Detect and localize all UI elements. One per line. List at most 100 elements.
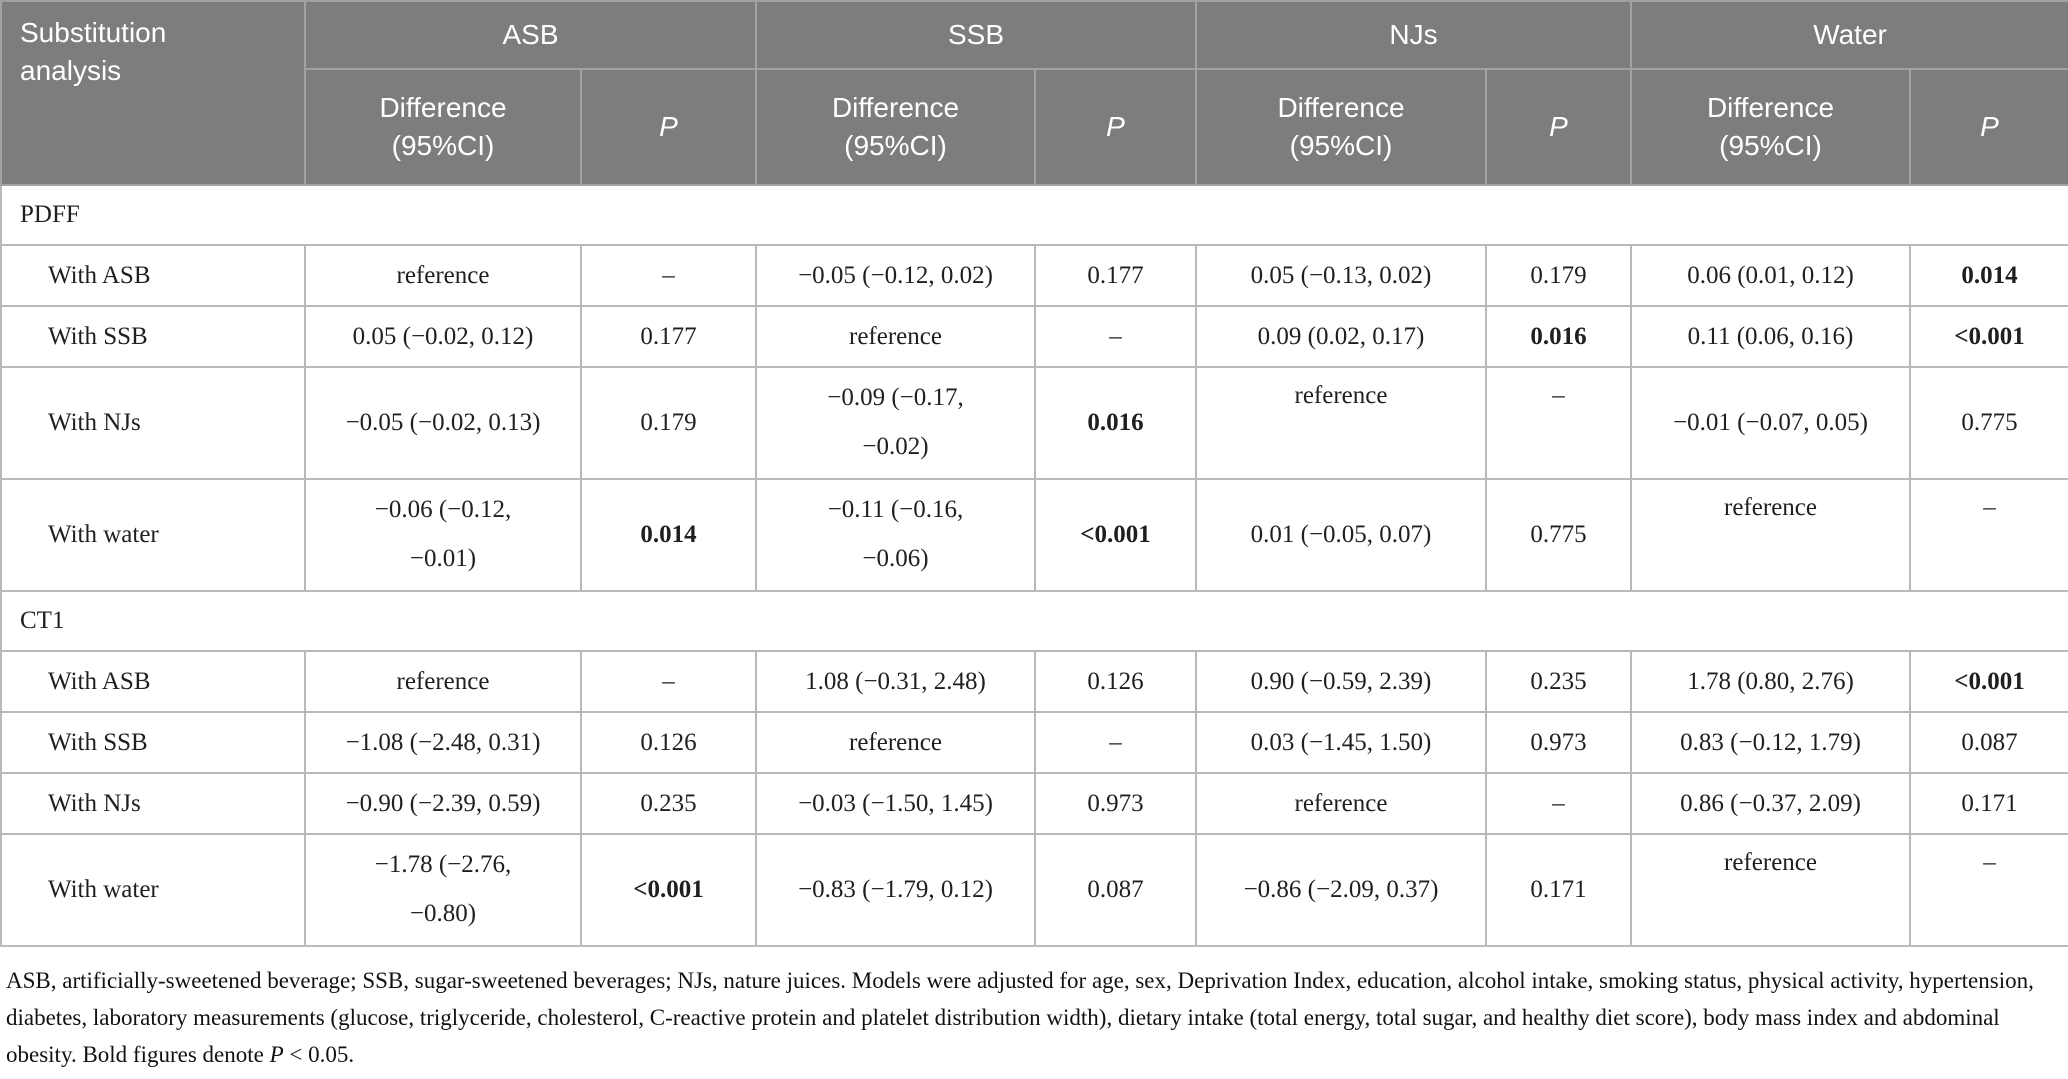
row-label: With water xyxy=(0,478,306,592)
p-value-cell: – xyxy=(1909,833,2068,947)
data-row: With SSB −1.08 (−2.48, 0.31) 0.126 referenc… xyxy=(0,711,2068,774)
difference-header-water: Difference (95%CI) xyxy=(1630,68,1912,186)
difference-cell: 1.08 (−0.31, 2.48) xyxy=(755,650,1036,713)
difference-cell: −1.78 (−2.76, −0.80) xyxy=(304,833,582,947)
p-value-cell: 0.775 xyxy=(1484,478,1633,592)
p-value-cell: 0.775 xyxy=(1909,366,2068,480)
p-value-cell: 0.014 xyxy=(580,478,757,592)
row-label: With SSB xyxy=(0,305,306,368)
section-row: PDFF xyxy=(0,184,2068,246)
difference-cell: 0.01 (−0.05, 0.07) xyxy=(1195,478,1487,592)
group-header-water: Water xyxy=(1630,0,2068,70)
data-row: With ASB reference – −0.05 (−0.12, 0.02) 0.1… xyxy=(0,244,2068,307)
difference-cell: reference xyxy=(755,305,1036,368)
p-value-cell: 0.177 xyxy=(580,305,757,368)
difference-cell: 0.83 (−0.12, 1.79) xyxy=(1630,711,1912,774)
difference-cell: −0.86 (−2.09, 0.37) xyxy=(1195,833,1487,947)
row-label: With ASB xyxy=(0,244,306,307)
row-label: With water xyxy=(0,833,306,947)
difference-cell: 0.05 (−0.13, 0.02) xyxy=(1195,244,1487,307)
group-header-asb: ASB xyxy=(304,0,757,70)
difference-cell: −0.11 (−0.16, −0.06) xyxy=(755,478,1036,592)
p-header-asb: P xyxy=(580,68,757,186)
p-value-cell: 0.016 xyxy=(1034,366,1197,480)
p-value-cell: 0.179 xyxy=(1484,244,1633,307)
difference-header-njs: Difference (95%CI) xyxy=(1195,68,1487,186)
p-value-cell: – xyxy=(1034,305,1197,368)
p-value-cell: 0.016 xyxy=(1484,305,1633,368)
p-value-cell: – xyxy=(1909,478,2068,592)
row-label: With NJs xyxy=(0,366,306,480)
data-row: With NJs −0.05 (−0.02, 0.13) 0.179 −0.09 (−… xyxy=(0,366,2068,480)
p-header-water: P xyxy=(1909,68,2068,186)
p-value-cell: – xyxy=(580,650,757,713)
row-label: With SSB xyxy=(0,711,306,774)
group-header-njs: NJs xyxy=(1194,0,1633,70)
p-value-cell: 0.171 xyxy=(1909,772,2068,835)
difference-cell: −1.08 (−2.48, 0.31) xyxy=(304,711,582,774)
difference-cell: 0.86 (−0.37, 2.09) xyxy=(1630,772,1912,835)
table-body: PDFF With ASB reference – −0.05 (−0.12, 0.02… xyxy=(0,184,2068,947)
difference-cell: 0.90 (−0.59, 2.39) xyxy=(1195,650,1487,713)
p-value-cell: – xyxy=(1484,772,1633,835)
difference-cell: −0.09 (−0.17, −0.02) xyxy=(755,366,1036,480)
difference-cell: reference xyxy=(1195,772,1487,835)
p-value-cell: 0.179 xyxy=(580,366,757,480)
difference-cell: 0.11 (0.06, 0.16) xyxy=(1630,305,1912,368)
substitution-analysis-table: Substitution analysis ASB SSB NJs Water … xyxy=(0,0,2068,947)
p-value-cell: – xyxy=(1034,711,1197,774)
difference-cell: 0.05 (−0.02, 0.12) xyxy=(304,305,582,368)
sub-header-row: Difference (95%CI) P Difference (95%CI) … xyxy=(1,68,2068,186)
p-value-cell: <0.001 xyxy=(1909,650,2068,713)
data-row: With ASB reference –1.08 (−0.31, 2.48) 0.12… xyxy=(0,650,2068,713)
difference-cell: reference xyxy=(304,650,582,713)
difference-cell: 0.09 (0.02, 0.17) xyxy=(1195,305,1487,368)
footnote-text: < 0.05. xyxy=(283,1041,355,1067)
p-value-cell: 0.973 xyxy=(1484,711,1633,774)
difference-header-ssb: Difference (95%CI) xyxy=(755,68,1036,186)
difference-cell: 1.78 (0.80, 2.76) xyxy=(1630,650,1912,713)
table-footnote: ASB, artificially-sweetened beverage; SS… xyxy=(6,963,2060,1073)
footnote-p-italic: P xyxy=(269,1041,284,1067)
p-value-cell: 0.177 xyxy=(1034,244,1197,307)
corner-header: Substitution analysis xyxy=(0,0,306,186)
difference-cell: 0.03 (−1.45, 1.50) xyxy=(1195,711,1487,774)
data-row: With water −0.06 (−0.12, −0.01) 0.014 −0.11… xyxy=(0,478,2068,592)
difference-cell: −0.01 (−0.07, 0.05) xyxy=(1630,366,1912,480)
p-value-cell: 0.235 xyxy=(580,772,757,835)
p-value-cell: 0.126 xyxy=(1034,650,1197,713)
p-header-njs: P xyxy=(1484,68,1633,186)
row-label: With ASB xyxy=(0,650,306,713)
p-value-cell: 0.126 xyxy=(580,711,757,774)
difference-cell: reference xyxy=(304,244,582,307)
difference-header-asb: Difference (95%CI) xyxy=(304,68,582,186)
difference-cell: −0.05 (−0.02, 0.13) xyxy=(304,366,582,480)
p-header-ssb: P xyxy=(1034,68,1197,186)
difference-cell: −0.90 (−2.39, 0.59) xyxy=(304,772,582,835)
table-header: Substitution analysis ASB SSB NJs Water … xyxy=(0,0,2068,186)
section-label: PDFF xyxy=(0,184,2068,246)
p-value-cell: <0.001 xyxy=(1909,305,2068,368)
difference-cell: −0.03 (−1.50, 1.45) xyxy=(755,772,1036,835)
data-row: With water −1.78 (−2.76, −0.80) <0.001 −0.8… xyxy=(0,833,2068,947)
p-value-cell: 0.014 xyxy=(1909,244,2068,307)
row-label: With NJs xyxy=(0,772,306,835)
section-label: CT1 xyxy=(0,590,2068,652)
p-value-cell: 0.087 xyxy=(1034,833,1197,947)
difference-cell: 0.06 (0.01, 0.12) xyxy=(1630,244,1912,307)
p-value-cell: 0.171 xyxy=(1484,833,1633,947)
data-row: With SSB 0.05 (−0.02, 0.12) 0.177 reference… xyxy=(0,305,2068,368)
group-header-row: Substitution analysis ASB SSB NJs Water xyxy=(0,0,2068,186)
difference-cell: reference xyxy=(1195,366,1487,480)
footnote-text: ASB, artificially-sweetened beverage; SS… xyxy=(6,968,2034,1067)
p-value-cell: <0.001 xyxy=(1034,478,1197,592)
p-value-cell: 0.087 xyxy=(1909,711,2068,774)
section-row: CT1 xyxy=(0,590,2068,652)
data-row: With NJs −0.90 (−2.39, 0.59) 0.235 −0.03 (−… xyxy=(0,772,2068,835)
difference-cell: −0.06 (−0.12, −0.01) xyxy=(304,478,582,592)
p-value-cell: 0.973 xyxy=(1034,772,1197,835)
p-value-cell: 0.235 xyxy=(1484,650,1633,713)
group-header-ssb: SSB xyxy=(755,0,1197,70)
difference-cell: reference xyxy=(755,711,1036,774)
p-value-cell: <0.001 xyxy=(580,833,757,947)
